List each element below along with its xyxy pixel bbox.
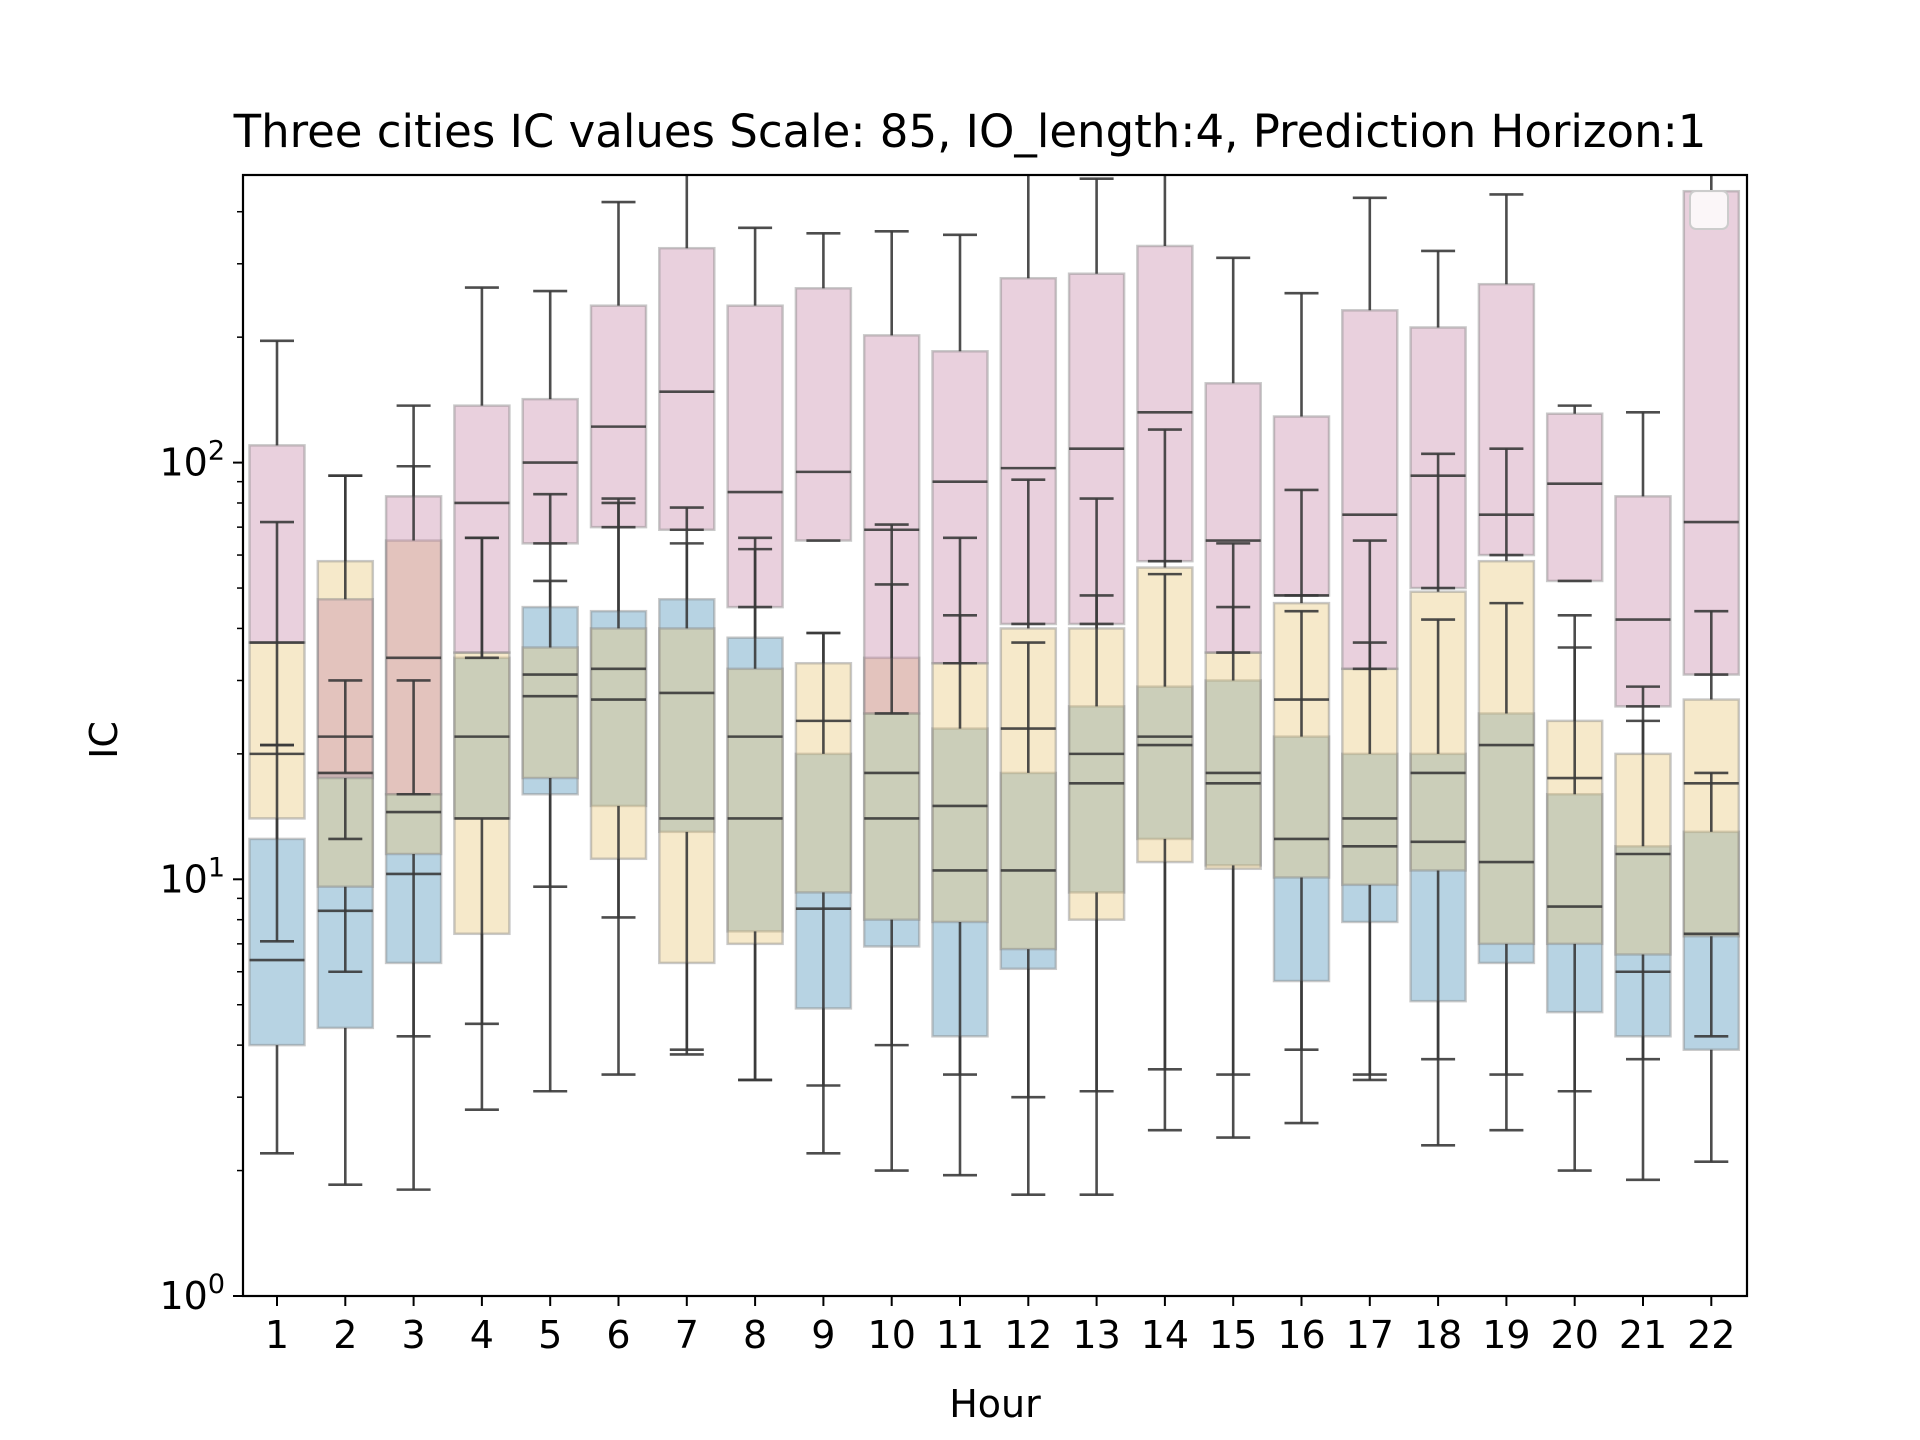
x-axis-label: Hour <box>949 1382 1041 1426</box>
x-tick-label: 2 <box>333 1313 357 1357</box>
box-1-hour-8 <box>726 636 784 933</box>
box-series-1 <box>248 597 1741 1051</box>
box-2-hour-15 <box>1204 651 1262 871</box>
x-tick-label: 20 <box>1551 1313 1599 1357</box>
boxes-layer <box>248 175 1741 1197</box>
box-2-hour-8 <box>726 667 784 946</box>
chart-title: Three cities IC values Scale: 85, IO_len… <box>233 105 1707 158</box>
legend-box <box>1689 190 1729 230</box>
x-tick-label: 11 <box>936 1313 984 1357</box>
box-1-hour-13 <box>1067 705 1126 894</box>
x-tick-label: 16 <box>1277 1313 1325 1357</box>
x-tick-label: 9 <box>811 1313 835 1357</box>
x-tick-label: 3 <box>402 1313 426 1357</box>
y-tick-label: 100 <box>159 1269 225 1318</box>
x-tick-label: 14 <box>1141 1313 1189 1357</box>
x-tick-label: 18 <box>1414 1313 1462 1357</box>
x-tick-label: 10 <box>868 1313 916 1357</box>
x-tick-label: 13 <box>1072 1313 1120 1357</box>
x-tick-label: 12 <box>1004 1313 1052 1357</box>
box-1-hour-19 <box>1477 712 1536 965</box>
y-tick-label: 102 <box>159 436 225 485</box>
x-tick-label: 1 <box>265 1313 289 1357</box>
x-tick-label: 5 <box>538 1313 562 1357</box>
y-axis-label: IC <box>82 721 126 759</box>
x-tick-label: 4 <box>470 1313 494 1357</box>
box-3-hour-21 <box>1614 495 1672 708</box>
x-tick-label: 22 <box>1687 1313 1735 1357</box>
box-3-hour-8 <box>726 304 784 609</box>
box-3-hour-20 <box>1545 412 1604 583</box>
box-3-hour-6 <box>589 304 648 529</box>
x-tick-label: 6 <box>606 1313 630 1357</box>
box-1-hour-4 <box>453 656 511 820</box>
axes-layer: 1 2 3 4 5 6 7 8 9 10 11 12 13 14 15 16 17 18 19 20 21 2210010… <box>159 173 1749 1357</box>
x-tick-label: 19 <box>1482 1313 1530 1357</box>
x-tick-label: 17 <box>1346 1313 1394 1357</box>
x-tick-label: 8 <box>743 1313 767 1357</box>
x-tick-label: 7 <box>675 1313 699 1357</box>
x-tick-label: 21 <box>1619 1313 1667 1357</box>
x-tick-label: 15 <box>1209 1313 1257 1357</box>
plot-frame <box>241 173 1749 1298</box>
plot-area <box>248 175 1741 1197</box>
box-3-hour-22 <box>1682 189 1741 676</box>
box-3-hour-9 <box>794 287 853 542</box>
box-1-hour-10 <box>862 712 921 948</box>
y-tick-label: 101 <box>159 852 225 901</box>
box-2-hour-5 <box>521 646 579 780</box>
whisker-series-3 <box>249 175 1739 841</box>
box-3-hour-7 <box>658 246 716 532</box>
box-1-hour-6 <box>589 609 648 808</box>
